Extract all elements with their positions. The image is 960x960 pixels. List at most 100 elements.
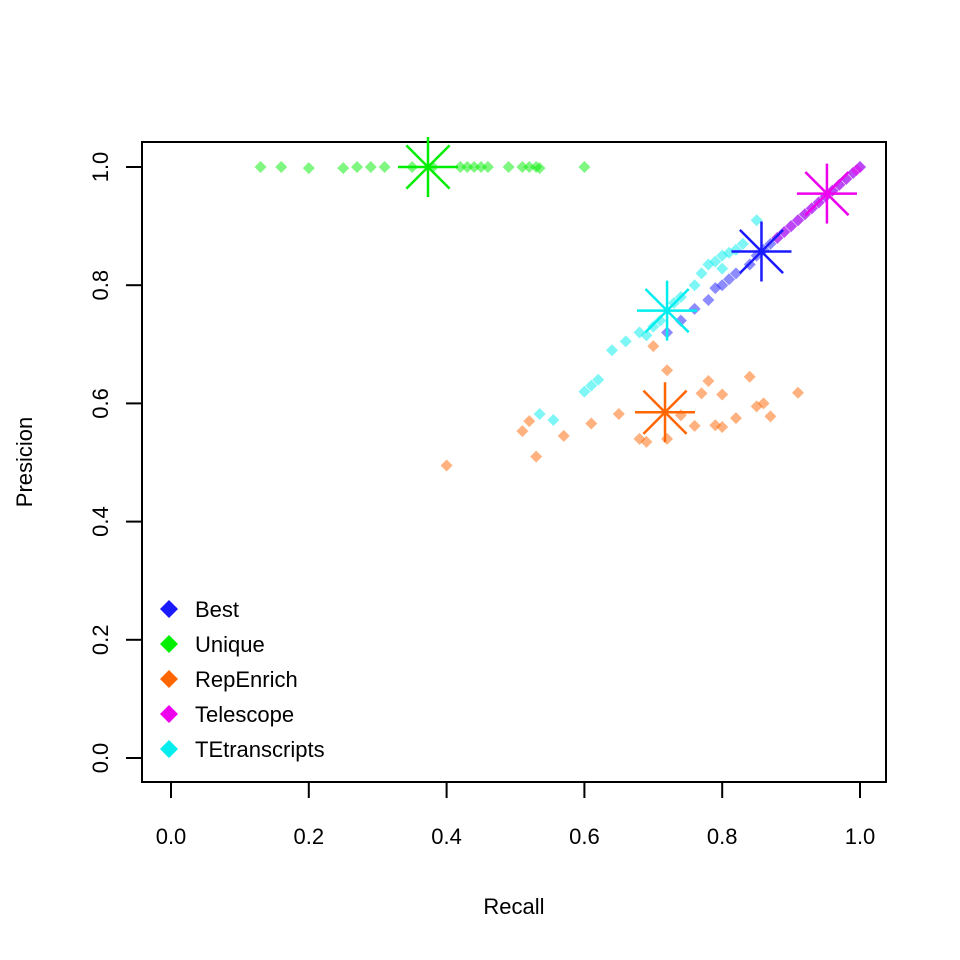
- data-point: [702, 374, 715, 387]
- data-point: [695, 267, 708, 280]
- data-point: [716, 279, 729, 292]
- data-point: [461, 161, 474, 173]
- legend-label: Unique: [195, 632, 265, 657]
- data-point: [585, 417, 598, 430]
- y-tick-label: 0.2: [88, 625, 113, 656]
- data-point: [833, 178, 846, 191]
- mean-markers: [397, 137, 857, 443]
- data-point: [592, 373, 605, 386]
- data-point: [785, 220, 798, 233]
- data-point: [523, 415, 536, 428]
- legend-swatch: [160, 635, 178, 653]
- legend-item-repenrich: RepEnrich: [160, 667, 298, 692]
- legend-item-best: Best: [160, 597, 239, 622]
- data-point: [647, 340, 660, 353]
- data-point: [302, 162, 315, 175]
- data-point: [674, 314, 687, 327]
- data-point: [640, 435, 653, 448]
- mean-marker-tetranscripts: [637, 280, 698, 341]
- data-point: [716, 388, 729, 401]
- data-point: [523, 161, 536, 173]
- series-unique: [254, 161, 591, 175]
- data-point: [516, 161, 529, 173]
- data-point: [547, 413, 560, 426]
- data-point: [254, 161, 267, 173]
- data-point: [468, 161, 481, 173]
- mean-marker-telescope: [796, 163, 857, 224]
- x-tick-label: 0.0: [156, 824, 187, 849]
- data-point: [612, 408, 625, 421]
- data-point: [688, 419, 701, 432]
- data-point: [661, 364, 674, 377]
- data-point: [454, 161, 467, 173]
- data-point: [750, 214, 763, 227]
- mean-marker-unique: [397, 137, 458, 197]
- data-point: [578, 385, 591, 398]
- data-point: [502, 161, 515, 173]
- y-tick-label: 0.6: [88, 388, 113, 419]
- mean-marker-repenrich: [635, 382, 696, 443]
- data-point: [533, 162, 546, 175]
- x-tick-label: 0.4: [431, 824, 462, 849]
- data-point: [475, 161, 488, 173]
- y-tick-label: 0.0: [88, 743, 113, 774]
- data-point: [585, 379, 598, 392]
- data-point: [364, 161, 377, 173]
- y-axis: 0.0 0.2 0.4 0.6 0.8 1.0: [88, 152, 143, 774]
- data-point: [702, 293, 715, 306]
- legend-label: RepEnrich: [195, 667, 298, 692]
- data-points: [254, 161, 866, 472]
- data-point: [778, 226, 791, 239]
- data-point: [729, 267, 742, 280]
- x-tick-label: 0.2: [294, 824, 325, 849]
- data-point: [723, 273, 736, 286]
- data-point: [533, 408, 546, 421]
- data-point: [743, 370, 756, 383]
- data-point: [716, 262, 729, 275]
- x-axis: 0.0 0.2 0.4 0.6 0.8 1.0: [156, 781, 876, 849]
- data-point: [791, 386, 804, 399]
- data-point: [605, 344, 618, 357]
- y-tick-label: 0.8: [88, 270, 113, 301]
- data-point: [854, 161, 866, 173]
- y-tick-label: 0.4: [88, 506, 113, 537]
- x-axis-label: Recall: [483, 894, 544, 919]
- legend-swatch: [160, 600, 178, 618]
- legend-swatch: [160, 740, 178, 758]
- x-tick-label: 1.0: [845, 824, 876, 849]
- data-point: [695, 387, 708, 400]
- data-point: [709, 255, 722, 268]
- data-point: [729, 412, 742, 425]
- data-point: [516, 425, 529, 438]
- legend: Best Unique RepEnrich Telescope TEtranscript…: [160, 597, 325, 762]
- legend-item-unique: Unique: [160, 632, 265, 657]
- x-tick-label: 0.8: [707, 824, 738, 849]
- legend-item-tetranscripts: TEtranscripts: [160, 737, 325, 762]
- data-point: [578, 161, 591, 173]
- data-point: [557, 429, 570, 442]
- data-point: [351, 161, 364, 173]
- y-tick-label: 1.0: [88, 152, 113, 183]
- data-point: [688, 279, 701, 292]
- legend-swatch: [160, 705, 178, 723]
- data-point: [716, 421, 729, 434]
- data-point: [378, 161, 391, 173]
- data-point: [440, 459, 453, 472]
- y-axis-label: Presicion: [12, 417, 37, 507]
- data-point: [757, 397, 770, 410]
- data-point: [337, 162, 350, 175]
- data-point: [771, 231, 784, 244]
- data-point: [640, 329, 653, 342]
- legend-swatch: [160, 670, 178, 688]
- legend-item-telescope: Telescope: [160, 702, 294, 727]
- legend-label: Best: [195, 597, 239, 622]
- data-point: [481, 161, 494, 173]
- series-repenrich: [440, 340, 804, 472]
- series-tetranscripts: [533, 214, 763, 426]
- x-tick-label: 0.6: [569, 824, 600, 849]
- data-point: [647, 320, 660, 333]
- data-point: [275, 161, 288, 173]
- data-point: [619, 335, 632, 348]
